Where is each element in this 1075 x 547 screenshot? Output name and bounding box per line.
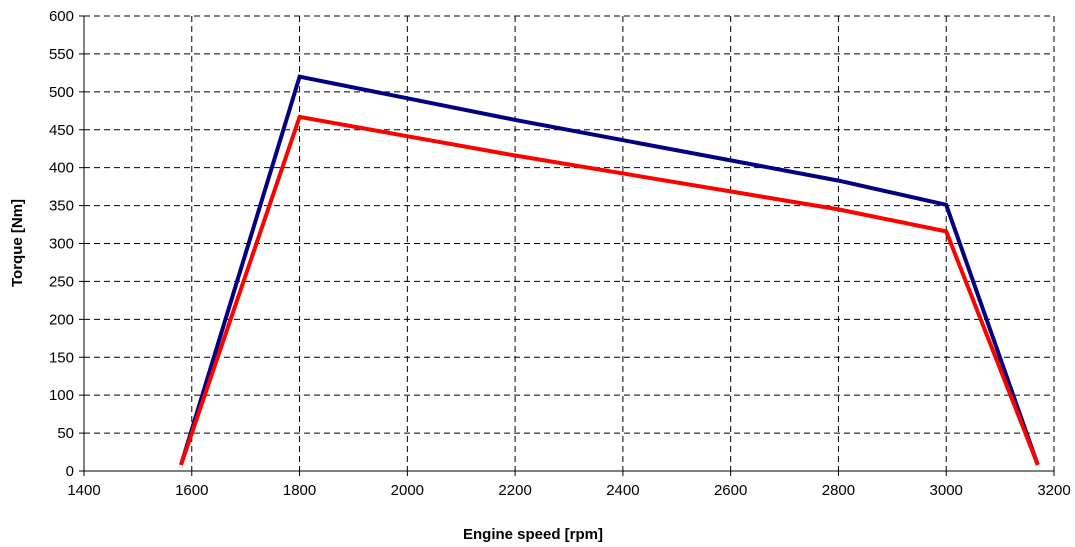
x-tick-label: 1600	[175, 482, 208, 499]
y-tick-label: 350	[49, 198, 74, 215]
x-tick-label: 3200	[1037, 482, 1070, 499]
y-tick-label: 0	[66, 463, 74, 480]
tick-labels: 0 50 100 150 200 250 300 350 400 450 500 550 600 1400…	[49, 8, 1071, 499]
x-axis-title: Engine speed [rpm]	[463, 526, 603, 543]
y-tick-label: 50	[57, 425, 74, 442]
x-tick-label: 2400	[606, 482, 639, 499]
x-tick-label: 3000	[930, 482, 963, 499]
x-tick-label: 2200	[498, 482, 531, 499]
y-tick-label: 300	[49, 236, 74, 253]
series-group	[179, 74, 1040, 466]
x-tick-label: 1400	[67, 482, 100, 499]
y-tick-label: 200	[49, 311, 74, 328]
series-line-2	[179, 114, 1040, 466]
y-tick-label: 150	[49, 349, 74, 366]
axes	[79, 15, 1055, 476]
y-tick-label: 500	[49, 84, 74, 101]
series-line-1	[179, 74, 1040, 466]
y-tick-label: 400	[49, 160, 74, 177]
x-tick-label: 2800	[822, 482, 855, 499]
x-tick-label: 2000	[391, 482, 424, 499]
y-tick-label: 250	[49, 273, 74, 290]
grid	[84, 15, 1055, 471]
y-axis-title: Torque [Nm]	[9, 199, 26, 287]
y-tick-label: 550	[49, 46, 74, 63]
x-tick-label: 1800	[283, 482, 316, 499]
x-tick-label: 2600	[714, 482, 747, 499]
y-tick-label: 100	[49, 387, 74, 404]
y-tick-label: 600	[49, 8, 74, 25]
y-tick-label: 450	[49, 122, 74, 139]
